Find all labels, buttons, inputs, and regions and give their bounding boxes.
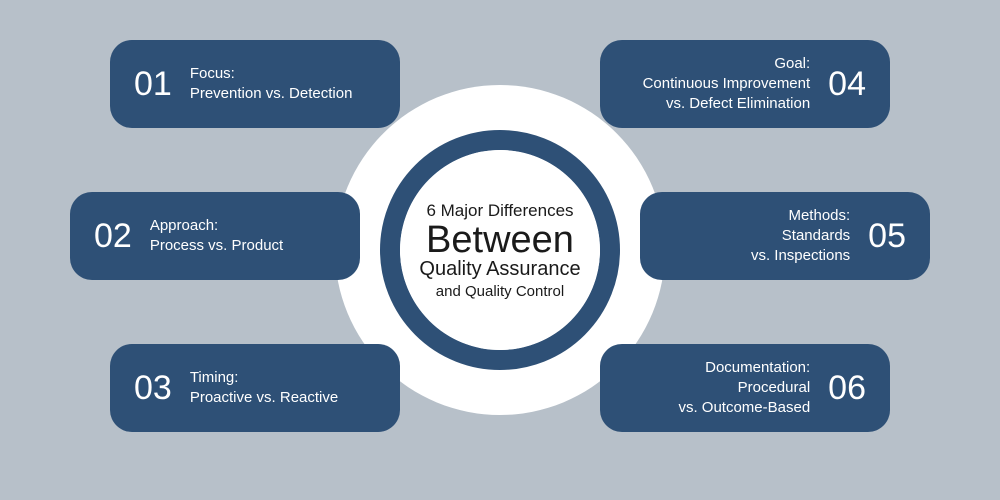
card-label-line: Methods: [788,207,850,224]
card-02: 02 Approach: Process vs. Product [70,192,360,280]
card-01: 01 Focus: Prevention vs. Detection [110,40,400,128]
card-number: 04 [828,65,866,104]
card-label-line: vs. Outcome-Based [678,399,810,416]
card-04: Goal: Continuous Improvement vs. Defect El… [600,40,890,128]
card-label-line: Approach: [150,217,218,234]
card-label: Documentation: Procedural vs. Outcome-Base… [678,358,810,419]
card-label: Goal: Continuous Improvement vs. Defect El… [643,54,811,115]
card-label-line: Proactive vs. Reactive [190,389,338,406]
center-title-line3: Quality Assurance [419,258,580,281]
card-number: 05 [868,217,906,256]
card-number: 03 [134,369,172,408]
center-title-line2: Between [426,219,574,262]
infographic-canvas: 6 Major Differences Between Quality Assu… [0,0,1000,500]
card-label: Methods: Standards vs. Inspections [751,206,850,267]
center-title-line1: 6 Major Differences [426,201,573,221]
card-03: 03 Timing: Proactive vs. Reactive [110,344,400,432]
card-label-line: Documentation: [705,359,810,376]
card-number: 01 [134,65,172,104]
card-06: Documentation: Procedural vs. Outcome-Base… [600,344,890,432]
card-label-line: Timing: [190,369,239,386]
center-title-line4: and Quality Control [436,283,564,300]
card-label-line: Goal: [774,55,810,72]
center-inner-circle: 6 Major Differences Between Quality Assu… [400,150,600,350]
card-number: 06 [828,369,866,408]
card-number: 02 [94,217,132,256]
card-label-line: vs. Defect Elimination [666,95,810,112]
card-label-line: Process vs. Product [150,237,283,254]
card-label-line: Prevention vs. Detection [190,85,353,102]
card-label-line: Focus: [190,65,235,82]
card-label-line: Procedural [738,379,811,396]
card-label-line: vs. Inspections [751,247,850,264]
card-label: Timing: Proactive vs. Reactive [190,368,338,409]
card-label-line: Standards [782,227,850,244]
card-label-line: Continuous Improvement [643,75,811,92]
card-label: Approach: Process vs. Product [150,216,283,257]
card-05: Methods: Standards vs. Inspections 05 [640,192,930,280]
card-label: Focus: Prevention vs. Detection [190,64,353,105]
